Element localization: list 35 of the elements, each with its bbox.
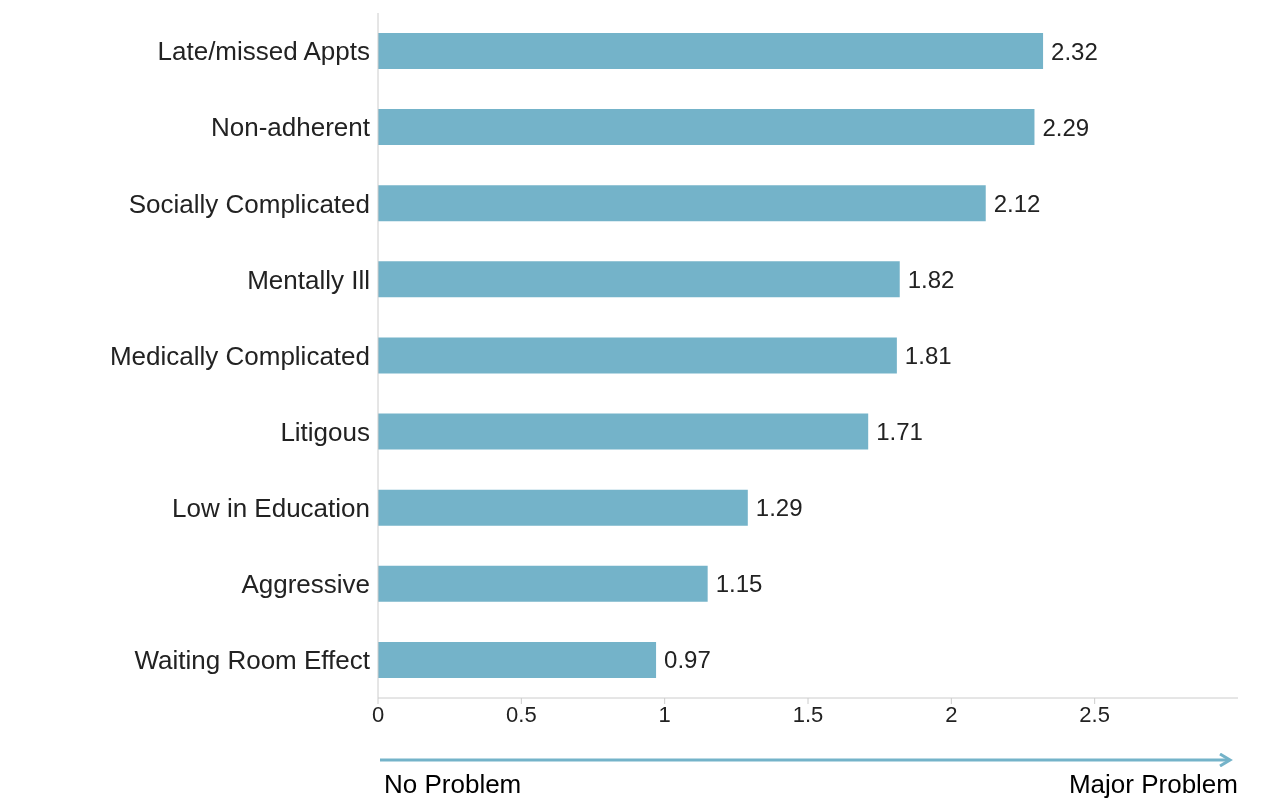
x-tick-label: 2.5 [1079,701,1110,727]
text: Major Problem [1068,769,1238,800]
bar [378,185,986,222]
bar [378,261,900,298]
y-tick-label: Mentally Ill [247,264,370,295]
y-tick-label: Non-adherent [211,112,371,143]
data-label: 1.15 [715,570,763,598]
bar [378,337,897,374]
x-tick-label: 1 [658,701,671,727]
data-label: 2.12 [993,189,1041,217]
data-label: 2.29 [1042,113,1090,141]
bar [378,413,869,450]
y-tick-label: Low in Education [171,492,370,523]
text: No Problem [384,769,522,800]
x-tick-label: 1.5 [792,701,824,727]
y-tick-label: Aggressive [241,569,370,600]
x-tick-label: 2 [945,701,958,727]
y-tick-label: Socially Complicated [128,188,370,219]
data-label: 1.82 [907,265,955,293]
bar [378,109,1035,146]
x-tick-label: 0.5 [506,701,537,727]
data-label: 0.97 [664,646,711,674]
bar [378,641,657,678]
data-label: 2.32 [1051,37,1098,65]
y-tick-label: Medically Complicated [109,340,370,371]
y-tick-label: Waiting Room Effect [134,645,371,676]
bar [378,33,1044,69]
y-tick-label: Late/missed Appts [157,36,370,67]
x-tick-label: 0 [371,701,385,727]
data-label: 1.29 [755,494,803,522]
data-label: 1.81 [904,341,952,369]
bar [378,565,708,602]
bar [378,489,748,526]
data-label: 1.71 [876,418,923,446]
y-tick-label: Litigous [280,416,370,447]
